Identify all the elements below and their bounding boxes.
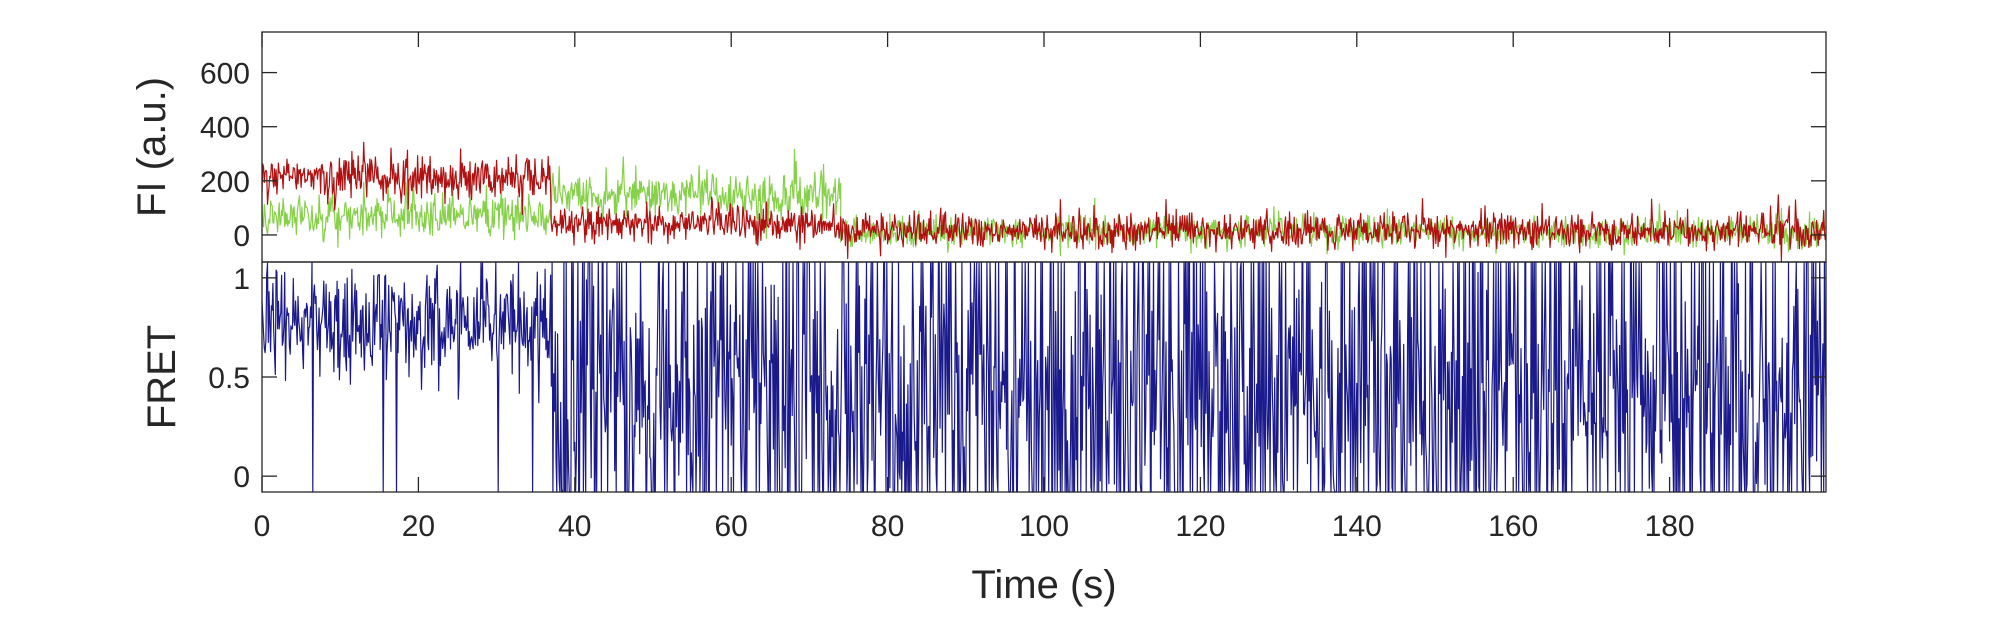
fluorescence-y-tick-label: 0 [233, 220, 250, 253]
fluorescence-traces [261, 141, 1827, 262]
fret-trace-fret [261, 261, 1827, 493]
fret-y-tick-label: 1 [233, 263, 250, 296]
x-tick-label: 40 [558, 510, 591, 543]
x-tick-label: 60 [715, 510, 748, 543]
x-tick-label: 100 [1019, 510, 1069, 543]
x-axis-label: Time (s) [971, 563, 1116, 607]
fluorescence-y-axis-label: FI (a.u.) [130, 77, 174, 217]
fluorescence-y-ticks: 0 200 400 600 [200, 58, 1826, 253]
x-tick-label: 0 [254, 510, 271, 543]
x-tick-label: 160 [1488, 510, 1538, 543]
fluorescence-y-tick-label: 400 [200, 112, 250, 145]
fret-panel: 00.51 0 20 40 60 80 100 120 140 160 180 FRET Time… [140, 32, 1827, 607]
fret-y-axis-label: FRET [140, 325, 184, 429]
fret-y-ticks: 00.51 [208, 263, 1826, 494]
fret-y-tick-label: 0 [233, 461, 250, 494]
x-tick-label: 140 [1332, 510, 1382, 543]
x-tick-label: 180 [1645, 510, 1695, 543]
fret-traces [261, 261, 1827, 493]
fret-y-tick-label: 0.5 [208, 362, 250, 395]
fluorescence-y-tick-label: 200 [200, 166, 250, 199]
x-tick-label: 120 [1175, 510, 1225, 543]
x-tick-label: 20 [402, 510, 435, 543]
fluorescence-y-tick-label: 600 [200, 58, 250, 91]
fret-x-ticks: 0 20 40 60 80 100 120 140 160 180 [254, 32, 1695, 543]
fluorescence-trace-acceptor [261, 141, 1827, 262]
fluorescence-panel: 0 200 400 600 FI (a.u.) [130, 31, 1827, 263]
x-tick-label: 80 [871, 510, 904, 543]
